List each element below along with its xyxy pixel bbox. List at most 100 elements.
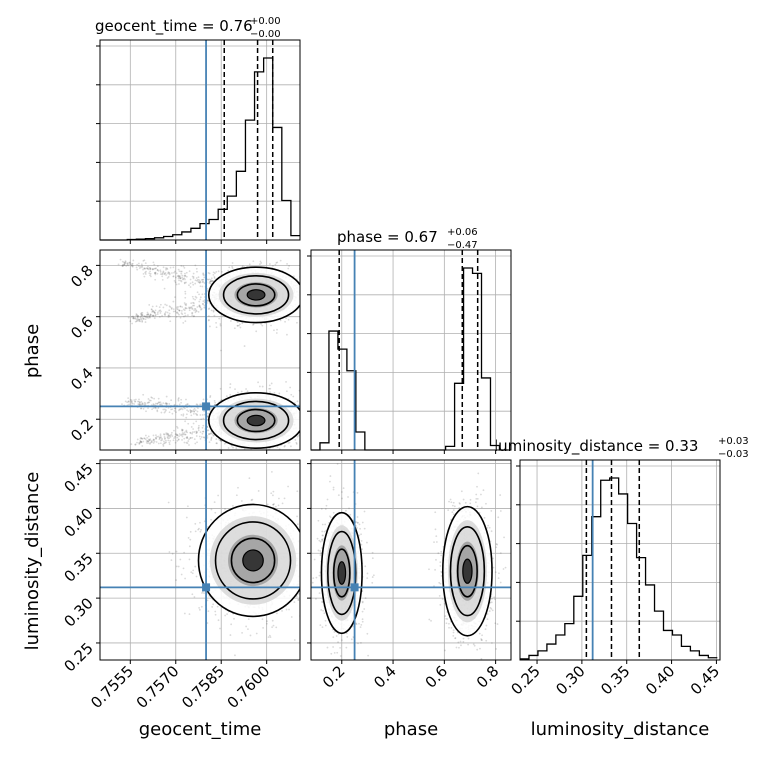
sample-point — [179, 277, 182, 279]
sample-point — [306, 290, 308, 292]
sample-point — [198, 435, 201, 438]
sample-point — [134, 443, 137, 446]
sample-point — [154, 278, 157, 281]
sample-point — [296, 515, 298, 518]
sample-point — [309, 412, 311, 414]
sample-point — [176, 439, 179, 442]
sample-point — [270, 324, 272, 327]
sample-point — [191, 593, 194, 596]
sample-point — [196, 410, 199, 413]
sample-point — [305, 297, 307, 299]
sample-point — [159, 273, 162, 276]
sample-point — [151, 305, 154, 308]
sample-point — [141, 437, 143, 440]
sample-point — [193, 596, 196, 598]
sample-point — [199, 285, 202, 288]
sample-point — [167, 435, 170, 438]
sample-point — [177, 438, 180, 441]
sample-point — [268, 384, 271, 387]
sample-point — [171, 552, 174, 555]
sample-point — [183, 274, 186, 277]
sample-point — [301, 583, 303, 585]
sample-point — [137, 265, 140, 267]
sample-point — [192, 304, 194, 307]
sample-point — [164, 437, 166, 440]
sample-point — [182, 429, 184, 431]
sample-point — [149, 399, 152, 402]
sample-point — [313, 420, 315, 422]
sample-point — [154, 272, 157, 275]
sample-point — [172, 310, 175, 313]
sample-point — [124, 260, 127, 263]
sample-point — [163, 436, 166, 438]
sample-point — [152, 434, 155, 437]
sample-point — [158, 403, 161, 406]
sample-point — [184, 433, 186, 436]
sample-point — [186, 442, 189, 445]
sample-point — [133, 317, 136, 320]
sample-point — [199, 280, 202, 283]
sample-point — [179, 277, 182, 280]
sample-point — [165, 402, 168, 405]
contour-line — [236, 283, 276, 307]
sample-point — [167, 314, 170, 317]
sample-point — [124, 262, 127, 265]
sample-point — [176, 434, 179, 436]
sample-point — [210, 309, 213, 312]
sample-point — [201, 592, 203, 594]
sample-point — [300, 406, 302, 408]
sample-point — [182, 277, 185, 280]
sample-point — [185, 413, 188, 416]
y-tick-label-phase: 0.6 — [67, 313, 97, 343]
sample-point — [153, 263, 156, 266]
sample-point — [229, 634, 232, 636]
sample-point — [153, 317, 156, 320]
sample-point — [236, 324, 239, 327]
sample-point — [181, 432, 184, 434]
sample-point — [197, 280, 200, 283]
sample-point — [252, 323, 255, 326]
sample-point — [216, 442, 218, 445]
sample-point — [139, 440, 142, 443]
sample-point — [198, 300, 201, 303]
sample-point — [154, 312, 157, 314]
sample-point — [257, 381, 259, 384]
sample-point — [151, 397, 154, 399]
sample-point — [163, 313, 166, 316]
sample-point — [128, 403, 130, 406]
sample-point — [173, 271, 175, 274]
sample-point — [214, 613, 217, 616]
sample-point — [176, 436, 179, 439]
sample-point — [209, 280, 212, 283]
sample-point — [167, 439, 170, 442]
sample-point — [158, 401, 161, 404]
sample-point — [132, 317, 135, 320]
sample-point — [302, 580, 304, 582]
sample-point — [140, 312, 142, 315]
sample-point — [301, 404, 303, 406]
sample-point — [138, 402, 141, 405]
sample-point — [178, 403, 181, 406]
sample-point — [185, 304, 187, 307]
sample-point — [297, 434, 300, 437]
sample-point — [140, 400, 143, 403]
sample-point — [146, 267, 149, 270]
sample-point — [153, 438, 155, 441]
sample-point — [149, 442, 151, 444]
sample-point — [139, 266, 142, 268]
sample-point — [207, 319, 210, 322]
sample-point — [203, 592, 205, 595]
sample-point — [169, 266, 172, 269]
sample-point — [172, 300, 175, 303]
sample-point — [177, 438, 180, 441]
sample-point — [196, 414, 199, 417]
sample-point — [170, 307, 173, 309]
sample-point — [307, 415, 309, 417]
sample-point — [129, 399, 132, 401]
sample-point — [302, 633, 304, 635]
sample-point — [193, 309, 196, 312]
sample-point — [177, 268, 180, 271]
sample-point — [211, 606, 214, 608]
sample-point — [187, 410, 190, 413]
sample-point — [155, 437, 158, 440]
